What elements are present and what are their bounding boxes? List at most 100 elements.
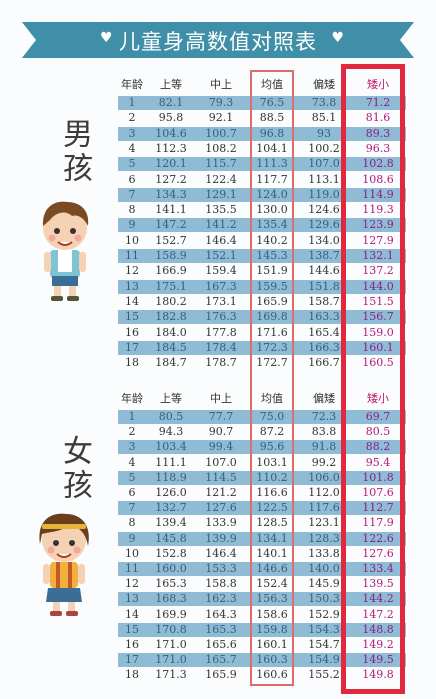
cell-average: 128.5 [256, 516, 288, 530]
cell-average: 96.8 [259, 126, 285, 140]
cell-below-avg: 73.8 [311, 96, 337, 109]
cell-top: 118.9 [155, 470, 187, 484]
header-average: 均值 [261, 392, 283, 405]
cell-age: 8 [128, 203, 136, 217]
cell-below-avg: 144.6 [308, 264, 340, 278]
cell-top: 170.8 [155, 622, 187, 636]
table-row: 5 120.1 115.7 111.3 107.0 102.8 [118, 157, 406, 172]
cell-upper-mid: 165.3 [205, 622, 237, 636]
cell-below-avg: 166.3 [308, 340, 340, 354]
table-row: 13 168.3 162.3 156.3 150.3 144.2 [118, 592, 406, 607]
cell-average: 171.6 [256, 325, 288, 339]
cell-upper-mid: 162.3 [205, 592, 237, 606]
cell-average: 76.5 [259, 96, 285, 109]
cell-below-avg: 150.3 [308, 592, 340, 606]
banner-ribbon [22, 22, 414, 58]
title-banner: ♥ 儿童身高数值对照表 ♥ [22, 22, 414, 58]
cell-average: 165.9 [256, 294, 288, 308]
table-row: 3 104.6 100.7 96.8 93 89.3 [118, 126, 406, 141]
girls-label: 女孩 [57, 435, 92, 503]
cell-age: 11 [125, 249, 139, 262]
cell-top: 145.8 [155, 531, 187, 545]
cell-below-avg: 155.2 [308, 668, 340, 682]
cell-upper-mid: 107.0 [205, 455, 237, 469]
cell-short: 160.1 [362, 340, 394, 354]
cell-average: 111.3 [256, 157, 288, 171]
cell-top: 120.1 [155, 157, 187, 171]
boys-label: 男孩 [57, 118, 92, 186]
table-row: 3 103.4 99.4 95.6 91.8 88.2 [118, 440, 406, 455]
cell-upper-mid: 90.7 [208, 425, 234, 439]
header-below-avg: 偏矮 [313, 392, 335, 405]
cell-top: 168.3 [155, 592, 187, 606]
cell-short: 132.1 [362, 249, 394, 262]
cell-below-avg: 158.7 [308, 294, 340, 308]
cell-average: 140.2 [256, 233, 288, 247]
cell-short: 88.2 [365, 440, 391, 454]
cell-upper-mid: 100.7 [205, 126, 237, 140]
table-row: 5 118.9 114.5 110.2 106.0 101.8 [118, 470, 406, 485]
table-row: 16 184.0 177.8 171.6 165.4 159.0 [118, 326, 406, 340]
cell-top: 165.3 [155, 577, 187, 591]
cell-below-avg: 106.0 [308, 470, 340, 484]
table-row: 14 180.2 173.1 165.9 158.7 151.5 [118, 295, 406, 309]
cell-average: 145.3 [256, 249, 288, 262]
cell-below-avg: 83.8 [311, 425, 337, 439]
cell-short: 102.8 [362, 157, 394, 171]
cell-age: 2 [128, 111, 136, 125]
cell-short: 144.0 [362, 279, 394, 293]
cell-top: 139.4 [155, 516, 187, 530]
cell-age: 5 [128, 157, 136, 171]
cell-upper-mid: 159.4 [205, 264, 237, 278]
table-row: 10 152.7 146.4 140.2 134.0 127.9 [118, 234, 406, 248]
cell-short: 89.3 [365, 126, 391, 140]
table-row: 6 126.0 121.2 116.6 112.0 107.6 [118, 486, 406, 500]
cell-below-avg: 117.6 [308, 501, 340, 515]
cell-upper-mid: 122.4 [205, 172, 237, 186]
cell-top: 171.3 [155, 668, 187, 682]
boys-table-header: 年龄 上等 中上 均值 偏矮 矮小 [118, 76, 406, 94]
cell-short: 147.2 [362, 607, 394, 621]
cell-upper-mid: 158.8 [205, 577, 237, 591]
cell-age: 3 [128, 126, 136, 140]
cell-below-avg: 119.0 [308, 187, 340, 201]
cell-short: 69.7 [365, 410, 391, 423]
cell-age: 11 [125, 562, 139, 575]
cell-average: 88.5 [259, 111, 285, 125]
cell-upper-mid: 108.2 [205, 141, 237, 155]
cell-short: 127.9 [362, 233, 394, 247]
cell-average: 159.8 [256, 622, 288, 636]
cell-below-avg: 165.4 [308, 325, 340, 339]
cell-short: 101.8 [362, 470, 394, 484]
cell-below-avg: 138.7 [308, 249, 340, 262]
cell-below-avg: 124.6 [308, 203, 340, 217]
table-row: 14 169.9 164.3 158.6 152.9 147.2 [118, 608, 406, 622]
cell-below-avg: 107.0 [308, 157, 340, 171]
cell-average: 152.4 [256, 577, 288, 591]
cell-age: 8 [128, 516, 136, 530]
cell-top: 180.2 [155, 294, 187, 308]
table-row: 6 127.2 122.4 117.7 113.1 108.6 [118, 173, 406, 187]
table-row: 4 111.1 107.0 103.1 99.2 95.4 [118, 456, 406, 470]
cell-short: 95.4 [365, 455, 391, 469]
cell-short: 137.2 [362, 264, 394, 278]
cell-top: 171.0 [155, 653, 187, 667]
cell-average: 95.6 [259, 440, 285, 454]
cell-top: 158.9 [155, 249, 187, 262]
cell-upper-mid: 152.1 [205, 249, 237, 262]
cell-short: 159.0 [362, 325, 394, 339]
table-row: 12 166.9 159.4 151.9 144.6 137.2 [118, 264, 406, 278]
cell-age: 10 [125, 546, 139, 560]
cell-age: 13 [125, 279, 139, 293]
header-short: 矮小 [367, 392, 389, 405]
table-row: 15 182.8 176.3 169.8 163.3 156.7 [118, 310, 406, 325]
table-row: 4 112.3 108.2 104.1 100.2 96.3 [118, 142, 406, 156]
cell-short: 117.9 [362, 516, 394, 530]
cell-average: 156.3 [256, 592, 288, 606]
cell-top: 147.2 [155, 218, 187, 232]
cell-below-avg: 154.7 [308, 638, 340, 651]
cell-top: 182.8 [155, 310, 187, 324]
cell-upper-mid: 127.6 [205, 501, 237, 515]
cell-age: 14 [125, 294, 139, 308]
cell-average: 151.9 [256, 264, 288, 278]
